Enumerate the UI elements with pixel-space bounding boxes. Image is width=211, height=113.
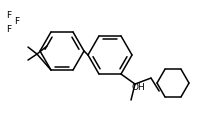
Text: OH: OH	[131, 83, 145, 92]
Text: F: F	[6, 25, 11, 34]
Text: F: F	[6, 11, 11, 20]
Text: F: F	[14, 17, 19, 26]
